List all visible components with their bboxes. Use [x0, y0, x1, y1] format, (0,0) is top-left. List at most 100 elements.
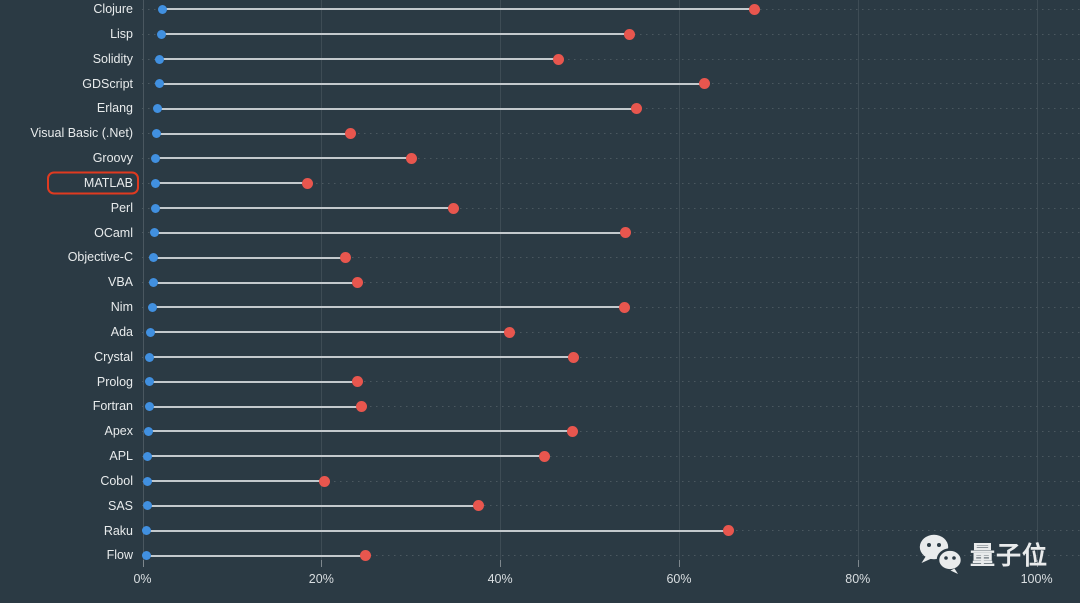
red-dot-marker[interactable] [359, 550, 371, 562]
chart-row: MATLAB [0, 171, 1080, 196]
chart-row: Crystal [0, 345, 1080, 370]
blue-dot-marker[interactable] [145, 352, 155, 362]
red-dot-marker[interactable] [339, 252, 351, 264]
chart-row: Nim [0, 295, 1080, 320]
category-label-cell: Ada [0, 320, 142, 345]
category-label: Crystal [94, 349, 133, 364]
connector-line [152, 306, 625, 309]
blue-dot-marker[interactable] [147, 302, 157, 312]
row-dotted-guide [142, 381, 1080, 383]
blue-dot-marker[interactable] [146, 327, 156, 337]
red-dot-marker[interactable] [618, 301, 630, 313]
category-label: Fortran [92, 399, 133, 414]
x-tick-label-40: 40% [487, 572, 513, 586]
blue-dot-marker[interactable] [154, 79, 164, 89]
blue-dot-marker[interactable] [143, 426, 153, 436]
category-label-cell: GDScript [0, 71, 142, 96]
blue-dot-marker[interactable] [148, 253, 158, 263]
blue-dot-marker[interactable] [144, 402, 154, 412]
row-dotted-guide [142, 455, 1080, 457]
connector-line [150, 331, 510, 334]
row-track [142, 320, 1080, 345]
chart-row: Cobol [0, 469, 1080, 494]
category-label: Perl [110, 200, 133, 215]
red-dot-marker[interactable] [318, 475, 330, 487]
red-dot-marker[interactable] [699, 78, 711, 90]
blue-dot-marker[interactable] [151, 178, 161, 188]
blue-dot-marker[interactable] [157, 4, 167, 14]
red-dot-marker[interactable] [351, 277, 363, 289]
connector-line [155, 182, 307, 185]
category-label: Nim [110, 300, 133, 315]
category-label: MATLAB [83, 175, 133, 190]
connector-line [161, 33, 630, 36]
row-track [141, 543, 1080, 568]
red-dot-marker[interactable] [356, 401, 368, 413]
connector-line [162, 8, 755, 11]
category-label-cell: Solidity [0, 47, 142, 72]
row-track [142, 270, 1080, 295]
red-dot-marker[interactable] [473, 500, 485, 512]
red-dot-marker[interactable] [624, 28, 636, 40]
row-track [142, 419, 1080, 444]
row-track [142, 469, 1080, 494]
category-label: Solidity [92, 51, 133, 66]
chart-row: Visual Basic (.Net) [0, 121, 1080, 146]
red-dot-marker[interactable] [749, 3, 761, 15]
blue-dot-marker[interactable] [153, 104, 163, 114]
blue-dot-marker[interactable] [154, 54, 164, 64]
category-label: Lisp [110, 26, 133, 41]
gridline-40 [500, 0, 502, 560]
row-track [142, 369, 1080, 394]
row-dotted-guide [142, 406, 1080, 408]
red-dot-marker[interactable] [345, 128, 357, 140]
blue-dot-marker[interactable] [142, 501, 152, 511]
connector-line [157, 107, 637, 110]
red-dot-marker[interactable] [722, 525, 734, 537]
red-dot-marker[interactable] [619, 227, 631, 239]
connector-line [155, 207, 454, 210]
connector-line [147, 455, 545, 458]
blue-dot-marker[interactable] [141, 526, 151, 536]
row-track [142, 0, 1080, 22]
red-dot-marker[interactable] [351, 376, 363, 388]
row-track [142, 394, 1080, 419]
blue-dot-marker[interactable] [151, 153, 161, 163]
category-label-cell: Visual Basic (.Net) [0, 121, 142, 146]
blue-dot-marker[interactable] [148, 278, 158, 288]
red-dot-marker[interactable] [631, 103, 643, 115]
chart-row: Clojure [0, 0, 1080, 22]
red-dot-marker[interactable] [503, 326, 515, 338]
gridline-60 [678, 0, 680, 560]
blue-dot-marker[interactable] [156, 29, 166, 39]
chart-row: OCaml [0, 220, 1080, 245]
blue-dot-marker[interactable] [149, 228, 159, 238]
row-dotted-guide [142, 480, 1080, 482]
red-dot-marker[interactable] [567, 351, 579, 363]
x-tick-label-100: 100% [1020, 572, 1053, 586]
red-dot-marker[interactable] [448, 202, 460, 214]
blue-dot-marker[interactable] [152, 129, 162, 139]
blue-dot-marker[interactable] [144, 377, 154, 387]
gridline-0 [142, 0, 144, 560]
row-track [142, 96, 1080, 121]
red-dot-marker[interactable] [552, 53, 564, 65]
blue-dot-marker[interactable] [141, 551, 151, 561]
blue-dot-marker[interactable] [150, 203, 160, 213]
x-tick-label-80: 80% [845, 572, 871, 586]
category-label: OCaml [94, 225, 133, 240]
red-dot-marker[interactable] [567, 425, 579, 437]
category-label: Clojure [93, 2, 133, 17]
chart-rows-layer: Clojure Lisp Solidity GDScript Erlang Visual … [0, 0, 1080, 568]
x-tick-40 [500, 560, 502, 567]
connector-line [149, 356, 574, 358]
red-dot-marker[interactable] [301, 177, 313, 189]
blue-dot-marker[interactable] [142, 476, 152, 486]
red-dot-marker[interactable] [539, 450, 551, 462]
category-label: VBA [107, 275, 133, 290]
red-dot-marker[interactable] [406, 152, 418, 164]
category-label: Groovy [92, 151, 133, 166]
blue-dot-marker[interactable] [142, 451, 152, 461]
chart-row: Groovy [0, 146, 1080, 171]
